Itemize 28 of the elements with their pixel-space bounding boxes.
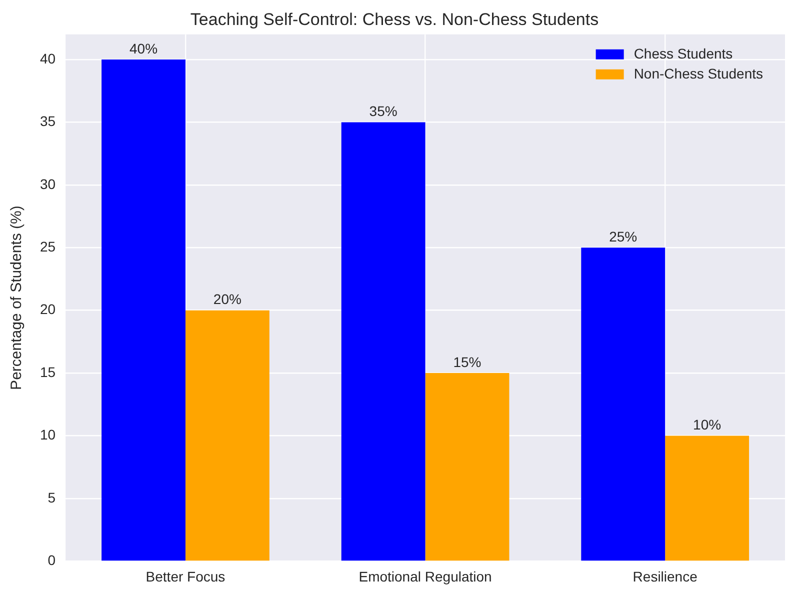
bar [665,436,750,561]
x-tick-label: Resilience [632,568,698,584]
bar [425,373,510,561]
y-tick-label: 20 [40,301,56,318]
y-tick-label: 0 [48,552,56,568]
data-label: 20% [213,291,242,308]
chart-title: Teaching Self-Control: Chess vs. Non-Chess Students [190,10,599,29]
legend-label: Non-Chess Students [634,65,764,82]
bar [185,310,270,561]
y-tick-label: 15 [40,364,56,380]
y-tick-label: 5 [48,489,56,506]
data-label: 15% [453,354,482,370]
legend-label: Chess Students [634,45,733,62]
y-tick-label: 40 [40,50,56,66]
x-tick-label: Emotional Regulation [358,568,492,584]
data-label: 10% [693,416,722,433]
x-tick-label: Better Focus [146,568,226,584]
y-tick-label: 30 [40,176,56,192]
bar [341,122,426,561]
y-axis-title: Percentage of Students (%) [8,206,26,390]
y-tick-label: 25 [40,238,56,254]
data-label: 25% [609,228,638,244]
y-tick-label: 10 [40,426,56,443]
bar [581,248,666,561]
data-label: 35% [369,103,398,120]
data-label: 40% [129,40,158,56]
bar [102,59,186,561]
y-tick-label: 35 [40,113,56,130]
